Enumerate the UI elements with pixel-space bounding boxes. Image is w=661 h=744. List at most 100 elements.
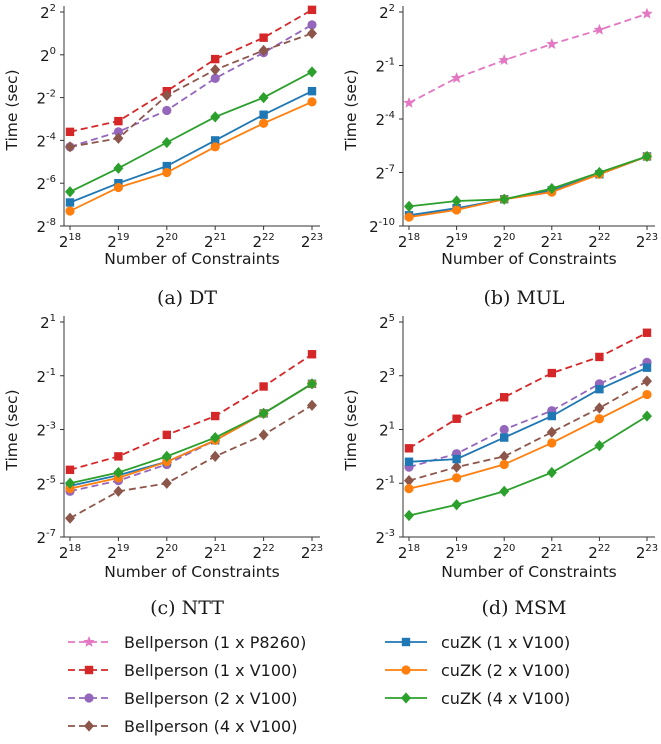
x-tick-label: 219 (445, 232, 467, 251)
series-line (69, 383, 313, 485)
series-cuzk-1-x-v100 (65, 86, 317, 207)
data-point (546, 426, 557, 438)
data-point (307, 350, 317, 359)
series-line (69, 90, 313, 204)
y-tick-label: 2-7 (36, 528, 56, 547)
data-point (594, 402, 605, 414)
legend-label: Bellperson (4 x V100) (124, 717, 297, 736)
data-point (452, 414, 461, 423)
data-point (451, 195, 462, 207)
data-point (404, 509, 414, 522)
data-point (403, 96, 415, 108)
data-point (162, 430, 171, 440)
y-tick-label: 2-1 (36, 367, 56, 386)
series-line (408, 361, 648, 468)
data-point (114, 452, 123, 461)
data-point (404, 474, 414, 487)
x-tick-label: 219 (107, 543, 129, 562)
y-tick-label: 23 (379, 367, 395, 386)
series-line (408, 366, 648, 463)
legend-item-cuzk-4-x-v100: cuZK (4 x V100) (385, 689, 570, 708)
data-point (499, 450, 510, 462)
data-point (546, 466, 557, 479)
legend-marker (401, 665, 411, 675)
series-line (408, 155, 648, 217)
data-point (451, 499, 462, 511)
x-tick-label: 221 (541, 543, 563, 562)
data-point (113, 132, 124, 144)
data-point (211, 411, 220, 421)
x-tick-label: 222 (252, 543, 274, 562)
y-tick-label: 2-8 (36, 217, 56, 236)
data-point (113, 466, 124, 479)
legend-marker (84, 693, 94, 703)
data-point (499, 459, 509, 470)
data-point (162, 105, 172, 116)
x-tick-label: 218 (398, 232, 420, 251)
data-point (65, 127, 75, 137)
series-bellperson-1-x-v100 (65, 350, 317, 475)
series-bellperson-1-x-p8260 (403, 7, 653, 108)
data-point (113, 127, 123, 137)
legend-item-bellperson-4-x-v100: Bellperson (4 x V100) (68, 717, 297, 736)
x-tick-label: 223 (636, 232, 658, 251)
data-point (259, 382, 268, 391)
series-line (69, 383, 313, 490)
data-point (547, 411, 556, 421)
x-axis-title: Number of Constraints (441, 250, 617, 268)
x-tick-label: 223 (301, 543, 323, 562)
data-point (210, 111, 221, 123)
data-point (307, 86, 317, 96)
data-point (594, 166, 605, 179)
x-tick-label: 219 (445, 543, 467, 562)
data-point (307, 378, 317, 390)
data-point (404, 457, 414, 466)
data-point (499, 193, 510, 205)
data-point (450, 71, 463, 83)
data-point (161, 477, 172, 489)
chart-caption: (b) MUL (483, 287, 564, 309)
series-line (69, 101, 313, 212)
series-line (69, 383, 313, 493)
series-line (69, 404, 313, 519)
data-point (210, 431, 221, 444)
data-point (642, 389, 652, 400)
x-tick-label: 223 (636, 543, 658, 562)
data-point (113, 485, 124, 497)
legend-item-bellperson-1-x-v100: Bellperson (1 x V100) (68, 661, 297, 680)
legend-label: cuZK (1 x V100) (441, 633, 570, 652)
legend-label: cuZK (4 x V100) (441, 689, 570, 708)
y-tick-label: 25 (379, 313, 395, 332)
data-point (452, 473, 462, 483)
chart-caption: (a) DT (157, 287, 217, 309)
data-point (161, 136, 172, 149)
data-point (65, 206, 75, 216)
data-point (258, 92, 269, 104)
series-cuzk-1-x-v100 (404, 363, 652, 466)
series-cuzk-1-x-v100 (65, 379, 317, 491)
data-point (307, 27, 317, 39)
y-tick-label: 20 (40, 46, 56, 65)
data-point (65, 186, 75, 198)
y-tick-label: 22 (40, 3, 56, 22)
legend-item-cuzk-2-x-v100: cuZK (2 x V100) (385, 661, 570, 680)
series-line (69, 353, 313, 471)
series-line (69, 9, 313, 133)
x-tick-label: 218 (398, 543, 420, 562)
y-tick-label: 2-3 (375, 528, 395, 547)
chart-caption: (d) MSM (482, 597, 567, 619)
series-cuzk-2-x-v100 (404, 389, 652, 494)
data-point (404, 200, 414, 212)
x-axis-title: Number of Constraints (104, 250, 280, 268)
legend-label: cuZK (2 x V100) (441, 661, 570, 680)
data-point (65, 512, 75, 524)
data-point (65, 477, 75, 489)
legend-item-bellperson-2-x-v100: Bellperson (2 x V100) (68, 689, 297, 708)
x-tick-label: 218 (59, 543, 81, 562)
series-line (408, 380, 648, 482)
y-axis-title: Time (sec) (3, 69, 21, 151)
data-point (65, 141, 75, 153)
y-axis-title: Time (sec) (342, 69, 360, 151)
